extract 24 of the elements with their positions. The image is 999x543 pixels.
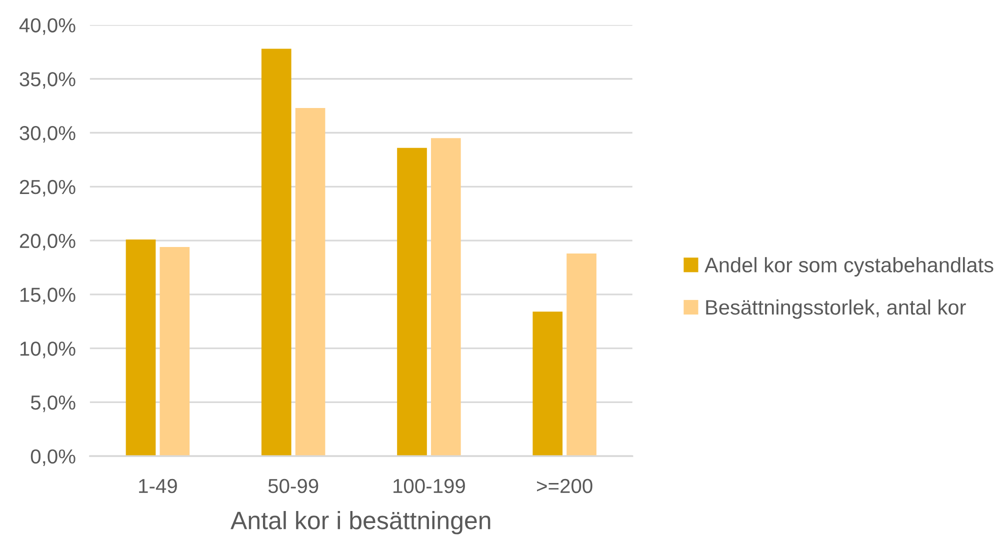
x-tick-label: >=200 xyxy=(536,478,592,494)
y-tick-label: 15,0% xyxy=(20,288,76,304)
bar xyxy=(295,108,326,456)
y-tick-label: 35,0% xyxy=(20,72,76,89)
bar xyxy=(397,148,427,456)
x-axis-title: Antal kor i besättningen xyxy=(230,511,490,534)
bar xyxy=(566,253,596,456)
bar xyxy=(160,247,190,456)
legend-label: Andel kor som cystabehandlats xyxy=(704,257,994,277)
bar xyxy=(430,138,461,456)
x-tick-label: 50-99 xyxy=(268,478,318,494)
y-tick-label: 25,0% xyxy=(20,180,76,197)
bar xyxy=(532,312,563,456)
x-tick-label: 100-199 xyxy=(394,478,465,494)
y-tick-label: 0,0% xyxy=(30,449,76,466)
y-tick-label: 30,0% xyxy=(20,126,76,143)
legend-label: Besättningsstorlek, antal kor xyxy=(706,299,966,319)
y-tick-label: 10,0% xyxy=(20,342,76,358)
y-tick-label: 20,0% xyxy=(20,234,76,250)
y-tick-label: 40,0% xyxy=(19,18,76,35)
bar xyxy=(261,48,292,456)
x-tick-label: 1-49 xyxy=(139,478,177,494)
bar xyxy=(126,239,156,456)
y-tick-label: 5,0% xyxy=(30,395,76,412)
